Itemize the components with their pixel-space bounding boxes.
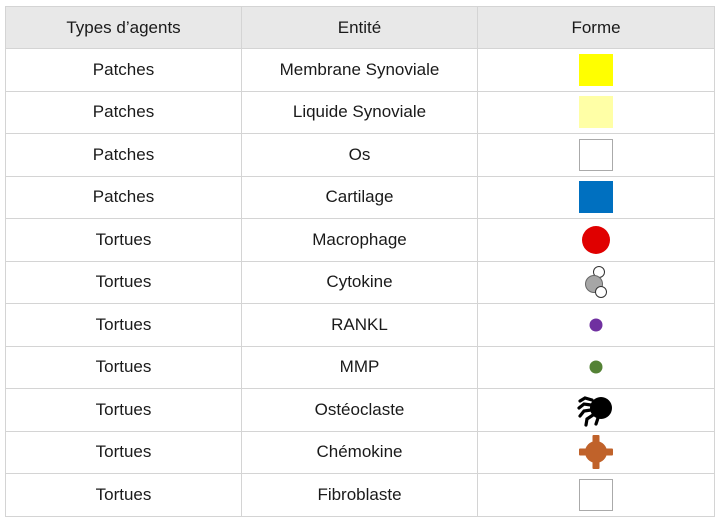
header-entity: Entité bbox=[241, 6, 478, 49]
agent-type-cell: Tortues bbox=[5, 345, 242, 389]
shape-cell bbox=[477, 260, 715, 304]
agent-type-cell: Tortues bbox=[5, 388, 242, 432]
agent-type-cell: Tortues bbox=[5, 260, 242, 304]
white-square-icon bbox=[579, 478, 613, 511]
purple-dot-icon bbox=[589, 318, 603, 332]
entity-cell: Liquide Synoviale bbox=[241, 90, 478, 134]
yellow-square-icon bbox=[579, 53, 613, 86]
agent-type-cell: Tortues bbox=[5, 218, 242, 262]
table-row: Tortues Macrophage bbox=[5, 218, 715, 262]
chemokine-gear-icon bbox=[579, 435, 613, 470]
agent-type-cell: Tortues bbox=[5, 473, 242, 517]
entity-cell: MMP bbox=[241, 345, 478, 389]
table-row: Patches Membrane Synoviale bbox=[5, 48, 715, 92]
agent-types-table: Types d’agents Entité Forme Patches Memb… bbox=[5, 6, 715, 517]
entity-cell: Chémokine bbox=[241, 430, 478, 474]
agent-type-cell: Patches bbox=[5, 48, 242, 92]
table-row: Patches Cartilage bbox=[5, 175, 715, 219]
shape-cell bbox=[477, 90, 715, 134]
table-row: Tortues Cytokine bbox=[5, 260, 715, 304]
entity-cell: Os bbox=[241, 133, 478, 177]
entity-cell: RANKL bbox=[241, 303, 478, 347]
entity-cell: Membrane Synoviale bbox=[241, 48, 478, 92]
entity-cell: Ostéoclaste bbox=[241, 388, 478, 432]
table-row: Tortues Chémokine bbox=[5, 430, 715, 474]
shape-cell bbox=[477, 388, 715, 432]
table-header-row: Types d’agents Entité Forme bbox=[5, 6, 715, 49]
red-circle-icon bbox=[582, 225, 610, 254]
osteoclast-icon bbox=[577, 396, 612, 427]
shape-cell bbox=[477, 345, 715, 389]
blue-square-icon bbox=[579, 181, 613, 214]
header-agent-type: Types d’agents bbox=[5, 6, 242, 49]
shape-cell bbox=[477, 133, 715, 177]
shape-cell bbox=[477, 430, 715, 474]
agent-type-cell: Patches bbox=[5, 90, 242, 134]
shape-cell bbox=[477, 48, 715, 92]
shape-cell bbox=[477, 303, 715, 347]
agent-type-cell: Tortues bbox=[5, 430, 242, 474]
green-dot-icon bbox=[589, 360, 603, 374]
table-row: Patches Os bbox=[5, 133, 715, 177]
entity-cell: Cartilage bbox=[241, 175, 478, 219]
white-square-icon bbox=[579, 138, 613, 171]
table-row: Patches Liquide Synoviale bbox=[5, 90, 715, 134]
header-shape: Forme bbox=[477, 6, 715, 49]
entity-cell: Cytokine bbox=[241, 260, 478, 304]
table-row: Tortues Fibroblaste bbox=[5, 473, 715, 517]
entity-cell: Fibroblaste bbox=[241, 473, 478, 517]
table-row: Tortues RANKL bbox=[5, 303, 715, 347]
agent-type-cell: Patches bbox=[5, 133, 242, 177]
shape-cell bbox=[477, 473, 715, 517]
shape-cell bbox=[477, 218, 715, 262]
agent-type-cell: Patches bbox=[5, 175, 242, 219]
shape-cell bbox=[477, 175, 715, 219]
entity-cell: Macrophage bbox=[241, 218, 478, 262]
light-yellow-square-icon bbox=[579, 96, 613, 129]
table-row: Tortues MMP bbox=[5, 345, 715, 389]
cytokine-molecule-icon bbox=[585, 266, 607, 299]
table-row: Tortues Ostéoclaste bbox=[5, 388, 715, 432]
agent-type-cell: Tortues bbox=[5, 303, 242, 347]
